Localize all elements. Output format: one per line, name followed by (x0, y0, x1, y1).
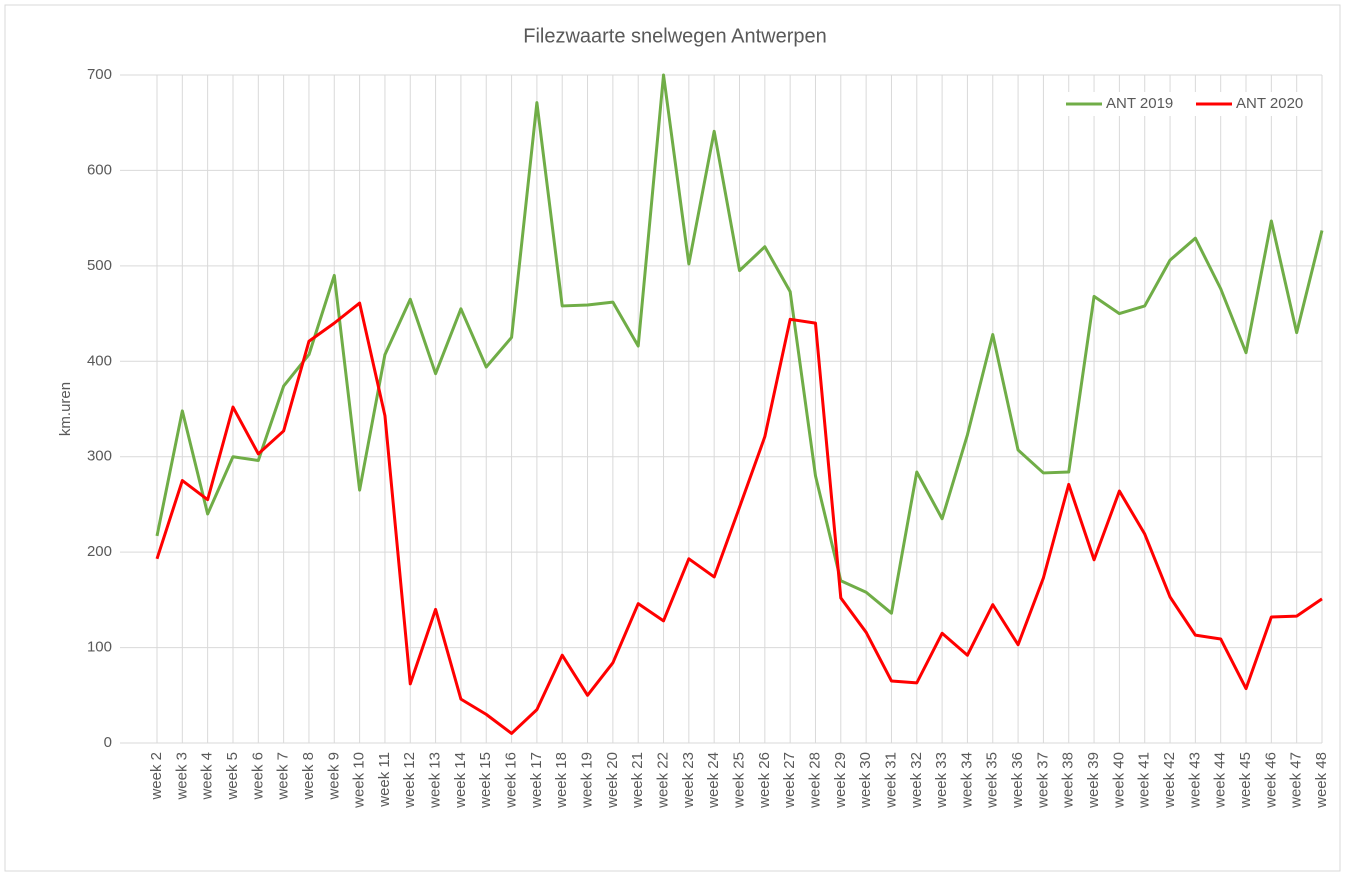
x-tick-label: week 34 (958, 752, 975, 809)
x-tick-label: week 42 (1161, 752, 1178, 809)
x-tick-label: week 46 (1262, 752, 1279, 809)
x-tick-label: week 4 (199, 752, 216, 801)
y-axis-label: km.uren (57, 382, 74, 436)
x-tick-label: week 40 (1110, 752, 1127, 809)
x-tick-label: week 22 (654, 752, 671, 809)
data-line (155, 73, 1324, 615)
x-tick-label: week 32 (908, 752, 925, 809)
y-tick-label: 0 (104, 734, 112, 751)
x-tick-label: week 9 (325, 752, 342, 801)
y-tick-label: 300 (87, 448, 112, 465)
x-tick-label: week 5 (224, 752, 241, 801)
x-tick-label: week 33 (933, 752, 950, 809)
x-tick-label: week 6 (249, 752, 266, 801)
y-tick-label: 100 (87, 639, 112, 656)
x-tick-label: week 14 (452, 752, 469, 809)
y-tick-label: 700 (87, 66, 112, 83)
x-tick-label: week 43 (1186, 752, 1203, 809)
x-tick-label: week 20 (604, 752, 621, 809)
legend-label: ANT 2020 (1236, 95, 1303, 112)
x-tick-label: week 2 (148, 752, 165, 801)
x-tick-label: week 35 (984, 752, 1001, 809)
x-tick-label: week 27 (781, 752, 798, 809)
x-tick-label: week 13 (427, 752, 444, 809)
x-tick-label: week 25 (730, 752, 747, 809)
x-tick-label: week 3 (173, 752, 190, 801)
x-tick-label: week 12 (401, 752, 418, 809)
x-tick-label: week 48 (1313, 752, 1330, 809)
x-tick-label: week 41 (1136, 752, 1153, 809)
x-tick-label: week 26 (756, 752, 773, 809)
x-tick-label: week 31 (882, 752, 899, 809)
x-tick-label: week 29 (832, 752, 849, 809)
x-tick-label: week 44 (1212, 752, 1229, 809)
x-tick-label: week 11 (376, 752, 393, 808)
x-tick-label: week 23 (680, 752, 697, 809)
x-tick-label: week 28 (806, 752, 823, 809)
x-tick-label: week 36 (1009, 752, 1026, 809)
x-tick-label: week 8 (300, 752, 317, 801)
x-tick-label: week 24 (705, 752, 722, 809)
legend-label: ANT 2019 (1106, 95, 1173, 112)
data-line (155, 301, 1323, 735)
x-tick-label: week 10 (351, 752, 368, 809)
x-tick-label: week 18 (553, 752, 570, 809)
x-tick-label: week 45 (1237, 752, 1254, 809)
x-tick-label: week 30 (857, 752, 874, 809)
y-tick-label: 200 (87, 543, 112, 560)
x-tick-label: week 7 (275, 752, 292, 801)
x-tick-label: week 39 (1085, 752, 1102, 809)
chart-title: Filezwaarte snelwegen Antwerpen (523, 25, 827, 47)
x-tick-label: week 37 (1034, 752, 1051, 809)
y-tick-label: 400 (87, 352, 112, 369)
x-tick-label: week 19 (579, 752, 596, 809)
x-tick-label: week 15 (477, 752, 494, 809)
x-tick-label: week 16 (503, 752, 520, 809)
y-tick-label: 500 (87, 257, 112, 274)
x-tick-label: week 17 (528, 752, 545, 809)
y-tick-label: 600 (87, 161, 112, 178)
x-tick-label: week 21 (629, 752, 646, 809)
x-tick-label: week 47 (1288, 752, 1305, 809)
x-tick-label: week 38 (1060, 752, 1077, 809)
